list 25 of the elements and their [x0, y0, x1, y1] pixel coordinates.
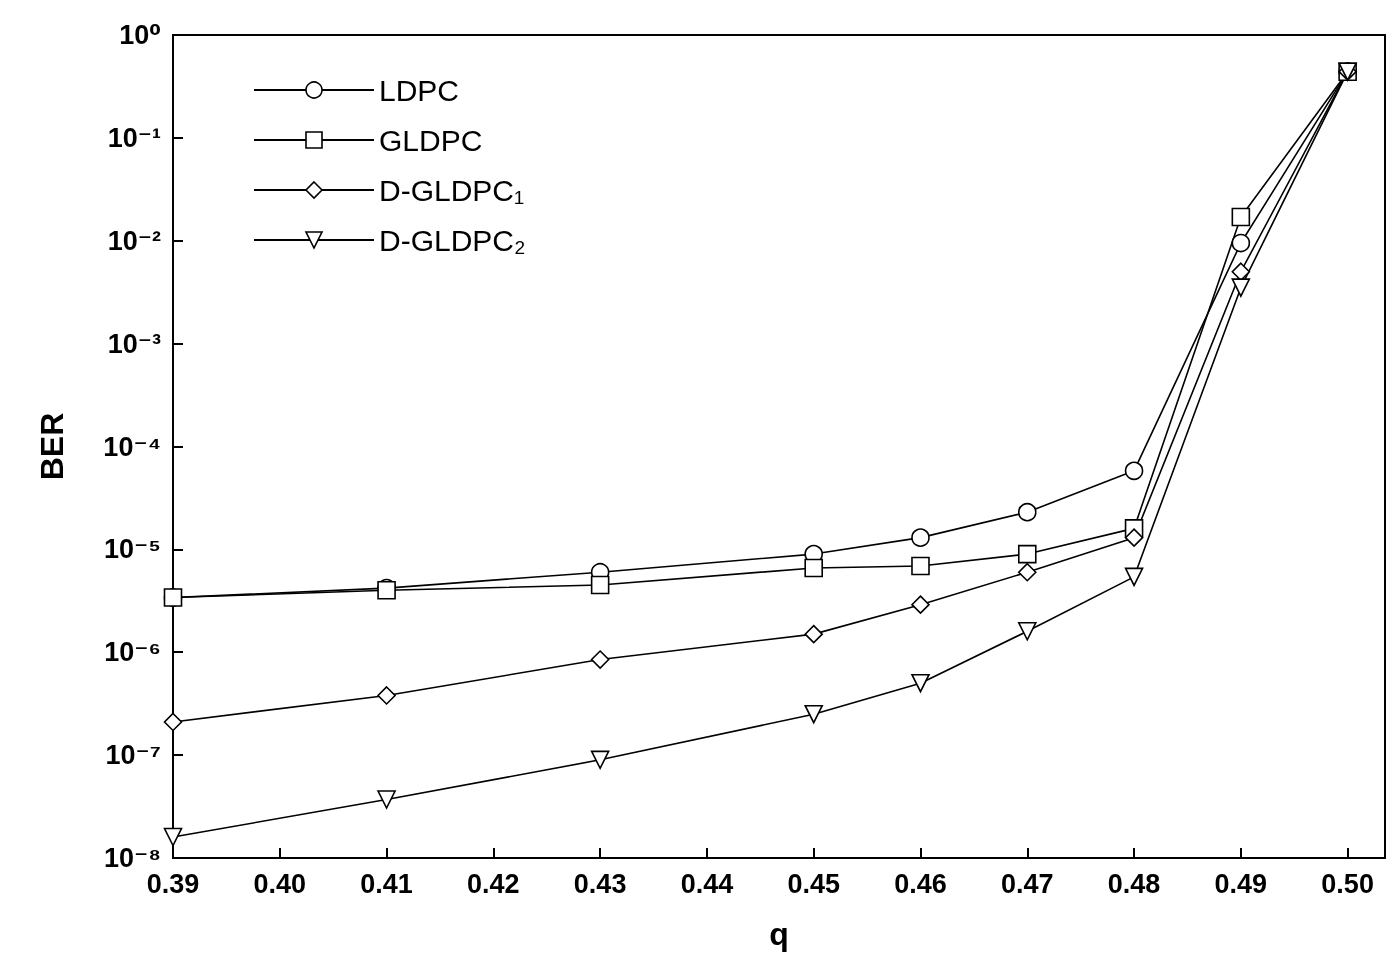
y-tick-label: 10⁻¹ — [107, 122, 161, 153]
x-tick-label: 0.42 — [467, 868, 520, 899]
legend-label: D-GLDPC₂ — [379, 223, 526, 257]
x-tick-label: 0.43 — [573, 868, 627, 899]
x-tick-label: 0.50 — [1321, 868, 1374, 899]
y-tick-label: 10⁻⁴ — [103, 431, 161, 462]
y-tick-label: 10⁻⁵ — [104, 534, 161, 565]
x-tick-label: 0.40 — [253, 868, 307, 899]
y-tick-label: 10⁻⁶ — [104, 637, 161, 668]
x-tick-label: 0.45 — [787, 868, 840, 899]
x-tick-label: 0.49 — [1214, 868, 1268, 899]
y-tick-label: 10⁰ — [119, 20, 161, 50]
x-axis-title: q — [769, 916, 789, 952]
legend-label: D-GLDPC₁ — [379, 173, 525, 207]
y-axis-title: BER — [34, 412, 70, 481]
x-tick-label: 0.44 — [680, 868, 734, 899]
x-tick-label: 0.48 — [1107, 868, 1161, 899]
x-tick-label: 0.47 — [1000, 868, 1054, 899]
y-tick-label: 10⁻⁷ — [105, 740, 161, 771]
y-tick-label: 10⁻² — [107, 225, 161, 256]
legend-label: LDPC — [379, 73, 460, 107]
y-tick-label: 10⁻³ — [107, 328, 161, 359]
x-tick-label: 0.41 — [360, 868, 413, 899]
x-tick-label: 0.46 — [894, 868, 947, 899]
legend-label: GLDPC — [379, 123, 483, 157]
